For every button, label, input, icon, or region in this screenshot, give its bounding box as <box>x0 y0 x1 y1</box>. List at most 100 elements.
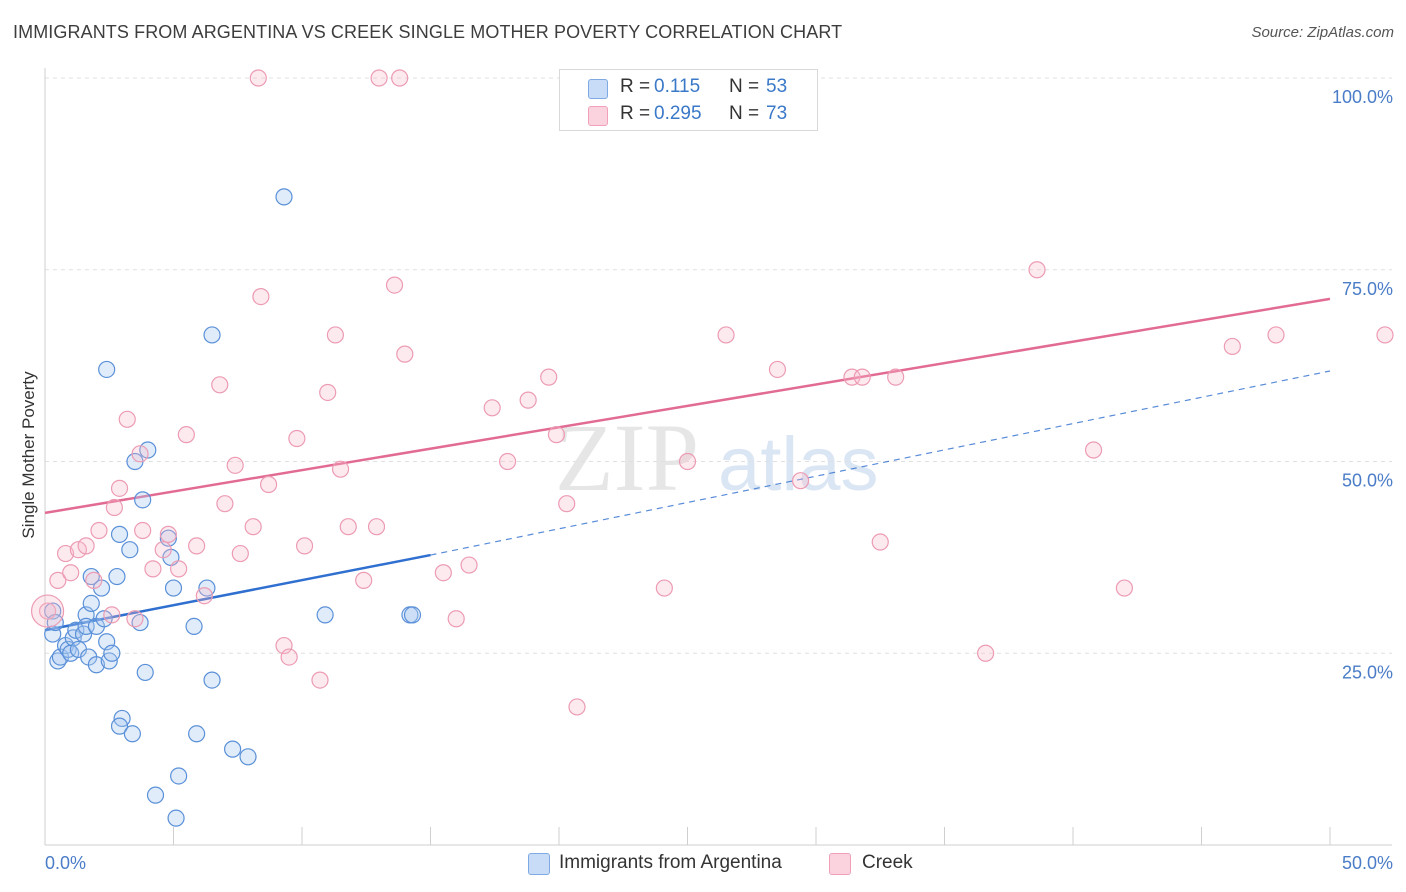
point-argentina <box>134 491 152 509</box>
point-creek <box>103 606 121 624</box>
point-creek <box>159 525 177 543</box>
point-creek <box>56 544 75 563</box>
point-creek <box>231 544 249 563</box>
point-creek <box>131 445 149 463</box>
point-creek <box>252 287 270 306</box>
point-creek <box>977 644 995 662</box>
source-credit: Source: ZipAtlas.com <box>1251 24 1394 41</box>
point-argentina <box>146 786 165 804</box>
point-argentina <box>98 360 116 379</box>
legend-r-value: 0.295 <box>654 103 702 124</box>
point-creek <box>768 360 787 379</box>
point-creek <box>154 541 172 559</box>
point-argentina <box>164 579 183 597</box>
point-argentina <box>139 441 157 459</box>
point-argentina <box>87 656 106 674</box>
point-creek <box>62 564 80 582</box>
legend: R = 0.115 N = 53 R = 0.295 N = 73 <box>559 69 818 131</box>
point-creek <box>118 410 136 428</box>
y-tick-label: 25.0% <box>1342 662 1393 682</box>
point-creek <box>547 426 566 444</box>
trend-line-solid <box>44 297 1331 515</box>
point-creek <box>49 571 67 589</box>
point-creek <box>460 556 478 574</box>
legend-n-value: 53 <box>766 76 788 97</box>
point-creek <box>568 698 586 716</box>
point-argentina <box>403 606 422 624</box>
y-tick-label: 50.0% <box>1342 471 1393 491</box>
point-creek <box>385 276 404 294</box>
point-creek <box>244 518 262 536</box>
y-tick-label: 75.0% <box>1342 279 1393 299</box>
gridlines <box>45 77 1392 654</box>
point-argentina <box>224 740 242 758</box>
point-creek <box>30 594 65 628</box>
point-creek <box>280 648 298 666</box>
watermark-atlas: atlas <box>718 422 879 507</box>
point-creek <box>105 498 123 517</box>
point-argentina <box>239 748 257 766</box>
point-creek <box>38 602 57 620</box>
legend-row-argentina: R = 0.115 N = 53 <box>560 75 817 101</box>
point-creek <box>1376 326 1394 344</box>
point-creek <box>655 579 673 597</box>
point-creek <box>134 521 152 540</box>
point-argentina <box>167 809 185 827</box>
bottom-legend-swatch-argentina <box>528 853 550 875</box>
point-creek <box>295 537 314 555</box>
point-creek <box>311 671 329 689</box>
point-creek <box>355 571 373 589</box>
point-creek <box>396 345 414 363</box>
point-creek <box>558 495 576 513</box>
point-argentina <box>108 567 126 586</box>
watermark-zip: ZIP <box>555 404 699 511</box>
point-creek <box>339 518 357 536</box>
point-creek <box>1115 579 1134 597</box>
point-creek <box>319 383 337 402</box>
bottom-legend-label-argentina: Immigrants from Argentina <box>559 852 782 873</box>
point-creek <box>447 610 465 628</box>
legend-row-creek: R = 0.295 N = 73 <box>560 102 817 128</box>
point-argentina <box>316 606 334 624</box>
point-argentina <box>275 188 293 206</box>
bottom-legend-label-creek: Creek <box>862 852 913 873</box>
point-creek <box>791 472 810 490</box>
point-creek <box>887 368 905 386</box>
watermark: ZIP atlas <box>555 404 879 511</box>
legend-swatch-creek <box>588 106 608 126</box>
point-argentina <box>203 326 221 344</box>
legend-r-label: R = <box>620 103 651 124</box>
point-creek <box>1084 441 1103 459</box>
point-argentina <box>103 644 121 662</box>
point-argentina <box>95 610 113 628</box>
axes <box>44 68 1392 846</box>
point-creek <box>110 479 129 497</box>
legend-n-label: N = <box>729 103 760 124</box>
point-creek <box>177 426 195 444</box>
point-creek <box>1028 261 1046 279</box>
x-tick-label: 0.0% <box>45 853 86 873</box>
point-creek <box>259 475 278 494</box>
point-creek <box>391 69 409 87</box>
point-creek <box>85 571 103 589</box>
legend-n-value: 73 <box>766 103 788 124</box>
point-creek <box>144 560 162 578</box>
trend-lines <box>44 297 1331 632</box>
point-creek <box>90 521 108 540</box>
legend-r-label: R = <box>620 76 651 97</box>
point-argentina <box>123 725 141 743</box>
point-argentina <box>110 525 129 543</box>
point-creek <box>499 452 517 471</box>
point-creek <box>69 541 88 559</box>
y-tick-label: 100.0% <box>1332 87 1393 107</box>
point-creek <box>717 326 735 344</box>
y-axis-label: Single Mother Poverty <box>19 371 38 539</box>
x-tick-label: 50.0% <box>1342 853 1393 873</box>
point-creek <box>77 537 95 555</box>
legend-r-value: 0.115 <box>654 76 701 97</box>
point-argentina <box>82 594 100 612</box>
point-argentina <box>185 617 203 636</box>
point-creek <box>288 429 306 448</box>
point-creek <box>434 564 452 582</box>
point-argentina <box>170 767 188 785</box>
